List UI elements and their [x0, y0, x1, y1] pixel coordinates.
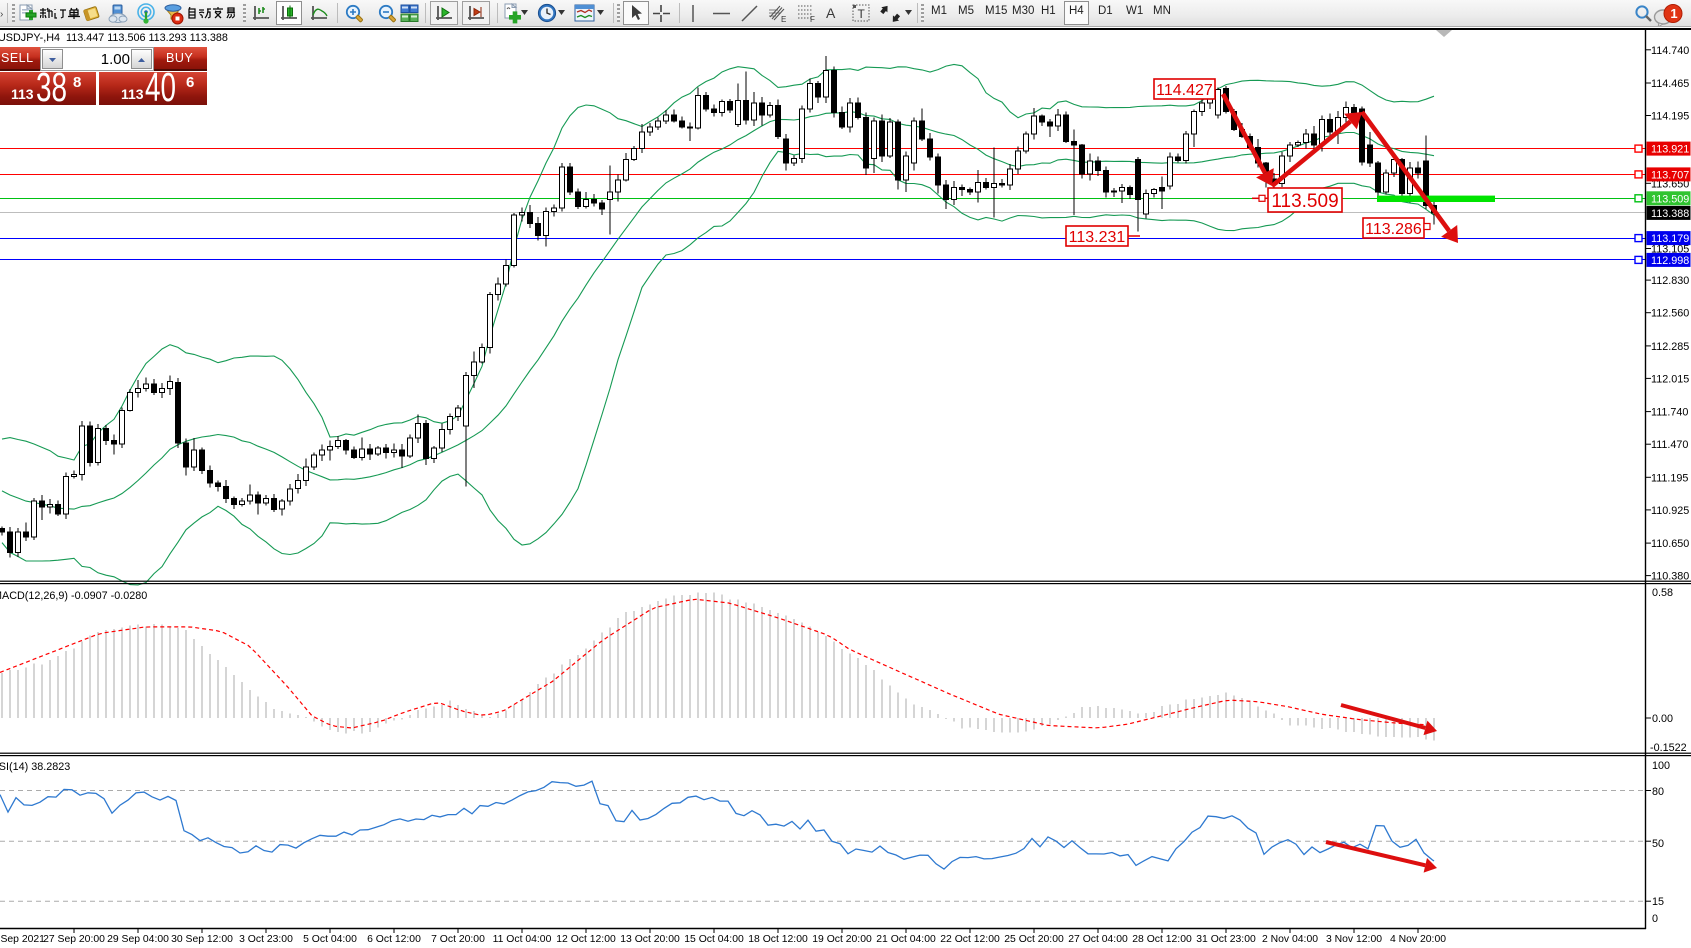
svg-text:22 Oct 12:00: 22 Oct 12:00 — [940, 934, 1000, 945]
svg-text:4 Nov 20:00: 4 Nov 20:00 — [1390, 934, 1446, 945]
svg-text:114.740: 114.740 — [1651, 45, 1689, 57]
svg-text:31 Oct 23:00: 31 Oct 23:00 — [1196, 934, 1256, 945]
svg-text:MACD(12,26,9) -0.0907 -0.0280: MACD(12,26,9) -0.0907 -0.0280 — [0, 590, 147, 602]
svg-text:112.560: 112.560 — [1651, 308, 1689, 320]
svg-text:50: 50 — [1652, 838, 1664, 850]
svg-text:25 Oct 20:00: 25 Oct 20:00 — [1004, 934, 1064, 945]
svg-text:6 Oct 12:00: 6 Oct 12:00 — [367, 934, 421, 945]
svg-text:13 Oct 20:00: 13 Oct 20:00 — [620, 934, 680, 945]
svg-text:111.470: 111.470 — [1651, 439, 1688, 451]
svg-text:2 Nov 04:00: 2 Nov 04:00 — [1262, 934, 1318, 945]
svg-text:0: 0 — [1652, 913, 1658, 925]
svg-text:28 Oct 12:00: 28 Oct 12:00 — [1132, 934, 1192, 945]
svg-text:0.58: 0.58 — [1652, 587, 1673, 599]
svg-text:113.509: 113.509 — [1271, 191, 1338, 212]
svg-text:19 Oct 20:00: 19 Oct 20:00 — [812, 934, 872, 945]
svg-text:113.179: 113.179 — [1651, 233, 1689, 245]
svg-text:18 Oct 12:00: 18 Oct 12:00 — [748, 934, 808, 945]
svg-text:113.707: 113.707 — [1651, 169, 1689, 181]
svg-text:-0.1522: -0.1522 — [1650, 742, 1687, 754]
svg-text:80: 80 — [1652, 786, 1664, 798]
svg-text:0.00: 0.00 — [1652, 713, 1673, 725]
svg-text:27 Sep 20:00: 27 Sep 20:00 — [43, 934, 105, 945]
svg-text:30 Sep 12:00: 30 Sep 12:00 — [171, 934, 233, 945]
svg-text:15: 15 — [1652, 896, 1664, 908]
svg-text:112.998: 112.998 — [1651, 255, 1689, 267]
svg-text:T: T — [858, 7, 866, 21]
svg-text:100: 100 — [1652, 760, 1670, 772]
svg-text:5 Oct 04:00: 5 Oct 04:00 — [303, 934, 357, 945]
svg-text:112.285: 112.285 — [1651, 341, 1689, 353]
svg-text:111.740: 111.740 — [1651, 407, 1688, 419]
svg-text:F: F — [810, 15, 815, 24]
svg-text:RSI(14) 38.2823: RSI(14) 38.2823 — [0, 761, 70, 773]
svg-text:111.195: 111.195 — [1651, 472, 1688, 484]
svg-text:110.650: 110.650 — [1651, 538, 1689, 550]
svg-text:1: 1 — [1670, 6, 1677, 21]
svg-text:113.509: 113.509 — [1651, 193, 1689, 205]
svg-text:114.465: 114.465 — [1651, 78, 1689, 90]
svg-text:11 Oct 04:00: 11 Oct 04:00 — [493, 934, 552, 945]
svg-text:E: E — [781, 15, 786, 24]
svg-text:113.231: 113.231 — [1069, 229, 1126, 246]
svg-text:113.286: 113.286 — [1365, 221, 1422, 238]
svg-text:24 Sep 2021: 24 Sep 2021 — [0, 934, 45, 945]
svg-text:112.015: 112.015 — [1651, 373, 1689, 385]
svg-text:112.830: 112.830 — [1651, 275, 1689, 287]
svg-text:114.427: 114.427 — [1156, 82, 1213, 99]
svg-text:7 Oct 20:00: 7 Oct 20:00 — [431, 934, 485, 945]
svg-text:110.380: 110.380 — [1651, 571, 1689, 583]
svg-text:12 Oct 12:00: 12 Oct 12:00 — [556, 934, 616, 945]
svg-text:3 Oct 23:00: 3 Oct 23:00 — [239, 934, 293, 945]
svg-text:3 Nov 12:00: 3 Nov 12:00 — [1326, 934, 1382, 945]
svg-text:110.925: 110.925 — [1651, 505, 1689, 517]
svg-text:27 Oct 04:00: 27 Oct 04:00 — [1068, 934, 1128, 945]
svg-text:113.388: 113.388 — [1651, 208, 1689, 220]
svg-text:113.105: 113.105 — [1651, 244, 1689, 256]
svg-text:15 Oct 04:00: 15 Oct 04:00 — [684, 934, 744, 945]
svg-text:113.921: 113.921 — [1651, 144, 1689, 156]
svg-text:21 Oct 04:00: 21 Oct 04:00 — [876, 934, 936, 945]
svg-text:114.195: 114.195 — [1651, 111, 1689, 123]
svg-text:USDJPY-,H4 113.447 113.506 11: USDJPY-,H4 113.447 113.506 113.293 113.3… — [0, 32, 228, 44]
svg-text:29 Sep 04:00: 29 Sep 04:00 — [107, 934, 169, 945]
